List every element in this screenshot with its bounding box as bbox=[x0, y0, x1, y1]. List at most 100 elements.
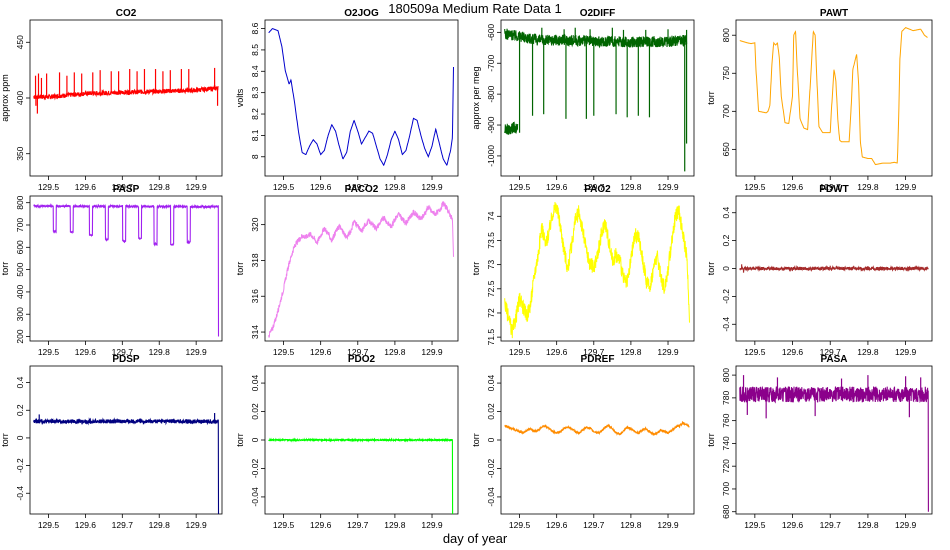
x-tick-label: 129.9 bbox=[657, 182, 679, 192]
panel-grid: CO2 approx ppm 129.5 129.6 129.7 129.8 129.9 35… bbox=[0, 8, 933, 530]
y-tick-label: 700 bbox=[721, 482, 731, 496]
x-tick-label: 129.7 bbox=[347, 182, 369, 192]
y-tick-label: 680 bbox=[721, 504, 731, 518]
x-tick-label: 129.9 bbox=[186, 182, 208, 192]
y-tick-label: 8.2 bbox=[250, 108, 260, 120]
x-tick-label: 129.8 bbox=[149, 347, 171, 357]
panel-pdsp: PDSP torr 129.5 129.6 129.7 129.8 129.9 -0.4 -0.… bbox=[0, 354, 223, 530]
series-group bbox=[268, 201, 454, 338]
panel-pao2: PAO2 torr 129.5 129.6 129.7 129.8 129.9 71.5 72 7… bbox=[471, 184, 695, 357]
x-tick-label: 129.9 bbox=[186, 520, 208, 530]
series-line bbox=[268, 28, 454, 167]
panel-pdref: PDREF torr 129.5 129.6 129.7 129.8 129.9 -0.04 -… bbox=[471, 354, 695, 530]
x-tick-label: 129.7 bbox=[347, 347, 369, 357]
x-tick-label: 129.9 bbox=[895, 520, 917, 530]
panel-pdwt: PDWT torr 129.5 129.6 129.7 129.8 129.9 -0.4 -0.… bbox=[706, 184, 933, 357]
panel-title: PAO2 bbox=[584, 184, 611, 195]
series-group bbox=[504, 420, 690, 436]
y-axis-label: torr bbox=[235, 262, 245, 276]
series-line bbox=[504, 201, 690, 339]
x-tick-label: 129.8 bbox=[149, 520, 171, 530]
panel-title: PDWT bbox=[819, 184, 848, 195]
y-tick-label: 800 bbox=[721, 28, 731, 42]
x-tick-label: 129.6 bbox=[75, 347, 97, 357]
x-tick-label: 129.8 bbox=[857, 520, 879, 530]
y-tick-label: -700 bbox=[486, 54, 496, 71]
y-tick-label: 780 bbox=[721, 391, 731, 405]
x-tick-label: 129.6 bbox=[782, 182, 804, 192]
x-tick-label: 129.5 bbox=[38, 347, 60, 357]
x-tick-label: 129.8 bbox=[620, 182, 642, 192]
panel-co2: CO2 approx ppm 129.5 129.6 129.7 129.8 129.9 35… bbox=[0, 8, 223, 192]
y-tick-label: -0.2 bbox=[721, 289, 731, 304]
x-tick-label: 129.7 bbox=[820, 347, 842, 357]
x-tick-label: 129.7 bbox=[583, 182, 605, 192]
y-axis-label: torr bbox=[706, 262, 716, 276]
panel-pasp: PASP torr 129.5 129.6 129.7 129.8 129.9 200 300 4… bbox=[0, 184, 223, 357]
series-group bbox=[268, 437, 454, 514]
x-tick-label: 129.5 bbox=[744, 347, 766, 357]
x-tick-label: 129.5 bbox=[38, 520, 60, 530]
y-axis-label: torr bbox=[0, 433, 10, 447]
x-tick-label: 129.8 bbox=[620, 347, 642, 357]
x-tick-label: 129.5 bbox=[273, 347, 295, 357]
x-tick-label: 129.5 bbox=[38, 182, 60, 192]
y-tick-label: -0.4 bbox=[15, 486, 25, 501]
x-tick-label: 129.6 bbox=[310, 347, 332, 357]
y-tick-label: 0.4 bbox=[15, 376, 25, 388]
x-tick-label: 129.7 bbox=[820, 520, 842, 530]
y-axis-label: torr bbox=[706, 91, 716, 105]
series-line bbox=[504, 420, 690, 436]
y-tick-label: 350 bbox=[15, 146, 25, 160]
x-tick-label: 129.5 bbox=[273, 182, 295, 192]
y-tick-label: 0 bbox=[721, 266, 731, 271]
plot-frame bbox=[29, 195, 223, 342]
y-tick-label: 800 bbox=[15, 195, 25, 209]
y-tick-label: 74 bbox=[486, 211, 496, 221]
series-line bbox=[268, 437, 454, 514]
series-group bbox=[33, 413, 220, 514]
y-tick-label: 73 bbox=[486, 260, 496, 270]
series-line bbox=[739, 26, 928, 166]
y-tick-label: 750 bbox=[721, 66, 731, 80]
y-tick-label: -0.04 bbox=[250, 487, 260, 507]
x-tick-label: 129.7 bbox=[112, 347, 134, 357]
y-tick-label: -600 bbox=[486, 24, 496, 41]
y-tick-label: 300 bbox=[15, 307, 25, 321]
x-tick-label: 129.8 bbox=[384, 182, 406, 192]
y-tick-label: 71.5 bbox=[486, 329, 496, 346]
series-line bbox=[739, 385, 929, 512]
y-tick-label: 0.2 bbox=[15, 404, 25, 416]
y-tick-label: 320 bbox=[250, 217, 260, 231]
y-tick-label: 0.4 bbox=[721, 207, 731, 219]
y-tick-label: 0.04 bbox=[486, 375, 496, 392]
y-axis-label: torr bbox=[0, 262, 10, 276]
y-tick-label: -1000 bbox=[486, 145, 496, 167]
x-tick-label: 129.6 bbox=[546, 520, 568, 530]
plot-frame bbox=[264, 19, 459, 177]
x-tick-label: 129.5 bbox=[273, 520, 295, 530]
y-tick-label: 200 bbox=[15, 329, 25, 343]
x-tick-label: 129.9 bbox=[421, 347, 443, 357]
series-line bbox=[33, 203, 220, 337]
y-tick-label: 72.5 bbox=[486, 280, 496, 297]
series-group bbox=[33, 203, 220, 337]
x-tick-label: 129.7 bbox=[112, 182, 134, 192]
y-tick-label: 400 bbox=[15, 91, 25, 105]
series-line bbox=[268, 201, 454, 338]
x-tick-label: 129.9 bbox=[657, 520, 679, 530]
plot-frame bbox=[500, 19, 695, 177]
y-tick-label: 0.02 bbox=[486, 403, 496, 420]
panel-title: PDO2 bbox=[348, 354, 376, 365]
x-tick-label: 129.6 bbox=[75, 182, 97, 192]
x-tick-label: 129.7 bbox=[112, 520, 134, 530]
x-tick-label: 129.5 bbox=[509, 520, 531, 530]
x-tick-label: 129.5 bbox=[509, 347, 531, 357]
y-tick-label: 760 bbox=[721, 413, 731, 427]
y-tick-label: 0 bbox=[486, 437, 496, 442]
y-tick-label: 740 bbox=[721, 436, 731, 450]
panel-o2diff: O2DIFF approx per meg 129.5 129.6 129.7 129.8… bbox=[471, 8, 695, 192]
y-tick-label: 800 bbox=[721, 368, 731, 382]
panel-pdo2: PDO2 torr 129.5 129.6 129.7 129.8 129.9 -0.04 -0… bbox=[235, 354, 459, 530]
